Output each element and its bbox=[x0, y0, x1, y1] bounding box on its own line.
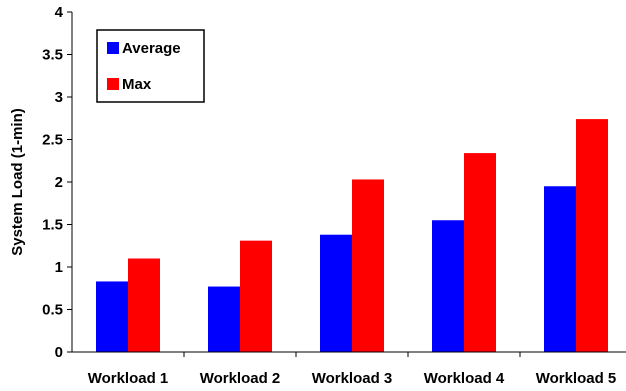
x-category-label: Workload 3 bbox=[312, 370, 393, 387]
y-tick-label: 0 bbox=[55, 344, 63, 361]
legend-swatch-average bbox=[107, 42, 119, 54]
bar-average-3 bbox=[320, 234, 352, 352]
y-tick-label: 0.5 bbox=[42, 302, 63, 319]
bar-max-3 bbox=[352, 179, 384, 352]
bar-max-5 bbox=[576, 119, 608, 352]
bars bbox=[96, 119, 608, 352]
bar-average-5 bbox=[544, 186, 576, 352]
x-category-label: Workload 2 bbox=[200, 370, 281, 387]
bar-max-2 bbox=[240, 240, 272, 352]
x-category-label: Workload 4 bbox=[424, 370, 505, 387]
y-tick-label: 4 bbox=[55, 4, 64, 21]
y-tick-label: 1.5 bbox=[42, 217, 63, 234]
x-category-label: Workload 1 bbox=[88, 370, 169, 387]
x-category-label: Workload 5 bbox=[536, 370, 617, 387]
legend-swatch-max bbox=[107, 78, 119, 90]
legend-label-max: Max bbox=[122, 76, 152, 93]
legend-label-average: Average bbox=[122, 40, 181, 57]
bar-average-4 bbox=[432, 220, 464, 352]
y-tick-label: 3.5 bbox=[42, 47, 63, 64]
x-categories: Workload 1 Workload 2 Workload 3 Workload 4… bbox=[88, 352, 617, 387]
y-ticks: 0 0.5 1 1.5 2 2.5 3 3.5 4 bbox=[42, 4, 72, 361]
bar-max-4 bbox=[464, 153, 496, 352]
y-tick-label: 1 bbox=[55, 259, 63, 276]
legend: Average Max bbox=[96, 29, 205, 103]
y-tick-label: 2 bbox=[55, 174, 63, 191]
bar-average-2 bbox=[208, 286, 240, 352]
y-tick-label: 3 bbox=[55, 89, 63, 106]
y-axis-label: System Load (1-min) bbox=[9, 108, 26, 256]
y-tick-label: 2.5 bbox=[42, 132, 63, 149]
bar-max-1 bbox=[128, 258, 160, 352]
bar-average-1 bbox=[96, 281, 128, 352]
